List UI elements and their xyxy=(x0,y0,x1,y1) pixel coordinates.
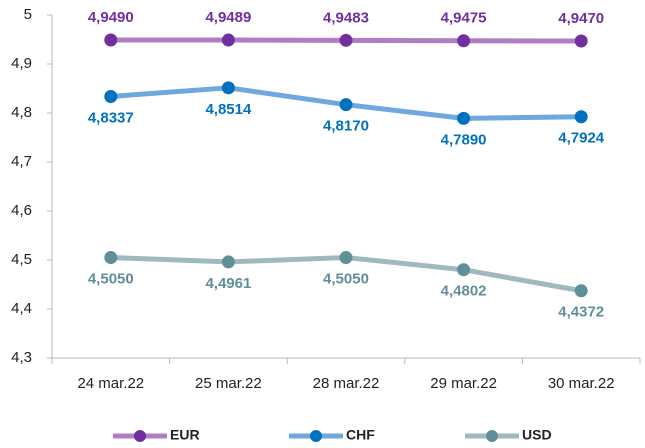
data-point xyxy=(104,251,118,265)
y-tick-label: 4,4 xyxy=(11,300,32,317)
data-point xyxy=(104,33,118,47)
y-tick-label: 5 xyxy=(24,6,32,23)
data-point xyxy=(221,33,235,47)
data-point xyxy=(221,81,235,95)
data-point xyxy=(339,251,353,265)
data-label: 4,4961 xyxy=(205,275,251,292)
data-label: 4,7924 xyxy=(558,130,605,147)
legend-marker xyxy=(310,430,322,442)
data-label: 4,4802 xyxy=(441,283,487,300)
data-point xyxy=(457,263,471,277)
data-point xyxy=(457,111,471,125)
y-tick-label: 4,8 xyxy=(11,104,32,121)
y-tick-label: 4,5 xyxy=(11,251,32,268)
data-point xyxy=(574,34,588,48)
x-tick-label: 28 mar.22 xyxy=(313,375,380,392)
data-point xyxy=(221,255,235,269)
legend-marker xyxy=(134,430,146,442)
data-label: 4,5050 xyxy=(323,271,369,288)
legend-label: USD xyxy=(522,427,552,443)
data-label: 4,8337 xyxy=(88,109,134,126)
data-point xyxy=(339,98,353,112)
y-tick-label: 4,3 xyxy=(11,349,32,366)
legend-label: CHF xyxy=(346,427,375,443)
data-label: 4,9483 xyxy=(323,9,369,26)
x-tick-label: 25 mar.22 xyxy=(195,375,262,392)
y-tick-label: 4,6 xyxy=(11,202,32,219)
data-label: 4,7890 xyxy=(441,131,487,148)
data-point xyxy=(104,89,118,103)
data-label: 4,9489 xyxy=(205,9,251,26)
data-label: 4,8514 xyxy=(205,101,252,118)
data-point xyxy=(339,33,353,47)
legend-marker xyxy=(486,430,498,442)
legend-label: EUR xyxy=(170,427,200,443)
data-label: 4,9490 xyxy=(88,9,134,26)
data-label: 4,9475 xyxy=(441,10,487,27)
data-label: 4,5050 xyxy=(88,271,134,288)
data-point xyxy=(574,110,588,124)
data-label: 4,9470 xyxy=(558,10,604,27)
data-label: 4,8170 xyxy=(323,118,369,135)
data-point xyxy=(457,34,471,48)
x-tick-label: 24 mar.22 xyxy=(77,375,144,392)
x-tick-label: 29 mar.22 xyxy=(430,375,497,392)
y-tick-label: 4,9 xyxy=(11,55,32,72)
data-point xyxy=(574,284,588,298)
x-tick-label: 30 mar.22 xyxy=(548,375,615,392)
data-label: 4,4372 xyxy=(558,304,604,321)
y-tick-label: 4,7 xyxy=(11,153,32,170)
